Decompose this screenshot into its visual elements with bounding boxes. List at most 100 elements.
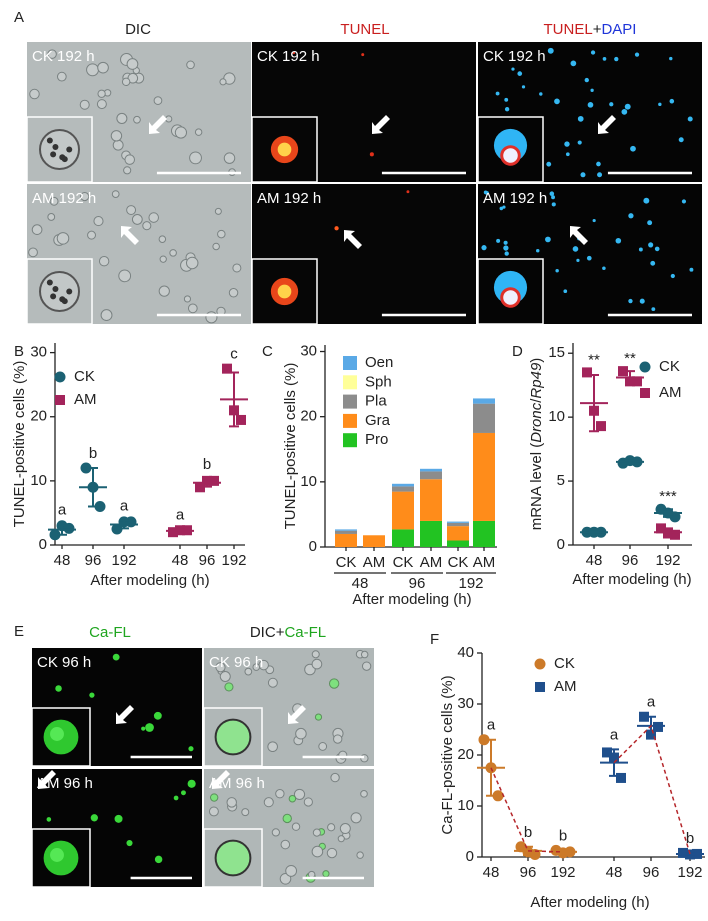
legend-label: AM (74, 391, 97, 408)
annotation: b (559, 827, 567, 844)
cell (111, 190, 120, 198)
cell (565, 152, 570, 157)
annotation: c (230, 346, 238, 363)
y-tick-label: 0 (309, 538, 317, 555)
bar-segment (363, 535, 385, 547)
cell (650, 260, 656, 266)
cell (47, 213, 56, 221)
arrow (598, 115, 616, 134)
annotation: b (203, 456, 211, 473)
header-part: TUNEL (544, 21, 593, 38)
cell (158, 285, 170, 297)
bar-segment (335, 530, 357, 534)
cell (570, 60, 577, 67)
inset-granule (50, 293, 57, 300)
column-header: TUNEL+DAPI (544, 21, 637, 38)
cell (28, 247, 38, 258)
data-point (168, 527, 178, 538)
x-tick-label: 96 (643, 864, 660, 881)
x-tick-label: CK (393, 554, 414, 571)
x-tick-label: 192 (677, 864, 702, 881)
cell (669, 56, 673, 61)
legend-swatch (343, 375, 357, 390)
cell (244, 667, 253, 676)
cell (93, 215, 104, 227)
x-tick-label: 48 (586, 552, 603, 569)
cell (97, 89, 106, 98)
legend-marker (534, 658, 546, 670)
column-header: TUNEL (340, 21, 389, 38)
cell (293, 788, 306, 801)
arrow (344, 230, 362, 249)
error-bar (523, 845, 533, 856)
cell (194, 128, 203, 136)
arrow (38, 770, 56, 789)
x-tick-label: AM (473, 554, 496, 571)
cell (503, 245, 509, 251)
inset-granule (46, 137, 53, 144)
cell (597, 172, 603, 178)
legend-swatch (343, 433, 357, 448)
cell (131, 214, 143, 225)
legend-label: CK (659, 358, 680, 375)
legend-label: Pla (365, 393, 387, 410)
legend-marker (640, 388, 650, 398)
panel-label: A (14, 9, 24, 26)
cell (596, 161, 601, 167)
mean-connector (490, 767, 564, 853)
cell (174, 126, 188, 139)
cell (658, 102, 662, 107)
inset-core (500, 287, 521, 308)
x-axis-label: After modeling (h) (530, 894, 649, 911)
cell (648, 242, 654, 248)
column-header: Ca-FL (89, 624, 131, 641)
data-point (236, 414, 246, 425)
cell (112, 653, 120, 661)
cell (547, 47, 554, 54)
cell (651, 307, 656, 312)
cell (634, 52, 640, 57)
cell (333, 734, 343, 744)
cell (504, 107, 510, 112)
y-tick-label: 30 (30, 344, 47, 361)
cell (215, 662, 226, 673)
bar-segment (392, 486, 414, 492)
data-point (582, 367, 592, 378)
data-point (209, 475, 219, 486)
cell (271, 828, 280, 837)
inset-granule (59, 296, 66, 303)
cell (587, 101, 594, 108)
cell (312, 828, 321, 837)
x-tick-label: 96 (199, 552, 216, 569)
legend-marker (54, 371, 66, 383)
annotation: *** (659, 488, 677, 505)
cell (361, 661, 372, 671)
cell (205, 311, 218, 324)
annotation: a (120, 498, 129, 515)
cell (615, 237, 622, 244)
cell (590, 50, 596, 55)
x-tick-label: 48 (54, 552, 71, 569)
cell (549, 191, 555, 197)
data-point (125, 516, 137, 528)
cell (263, 797, 274, 808)
cell (187, 303, 198, 314)
cell (219, 671, 231, 683)
y-tick-label: 20 (30, 408, 47, 425)
cell (303, 797, 313, 807)
data-point (616, 772, 626, 783)
data-point (49, 529, 61, 541)
data-point (478, 734, 490, 746)
cell (55, 685, 62, 692)
cell (687, 116, 693, 122)
bar-segment (447, 540, 469, 547)
header-part: + (276, 624, 285, 641)
data-point (669, 511, 681, 523)
bar-segment (420, 479, 442, 521)
cell (186, 60, 195, 70)
cell (223, 152, 236, 164)
cell (153, 96, 163, 105)
error-bar (119, 519, 129, 530)
x-tick-label: AM (420, 554, 443, 571)
inset-spot (50, 727, 64, 741)
